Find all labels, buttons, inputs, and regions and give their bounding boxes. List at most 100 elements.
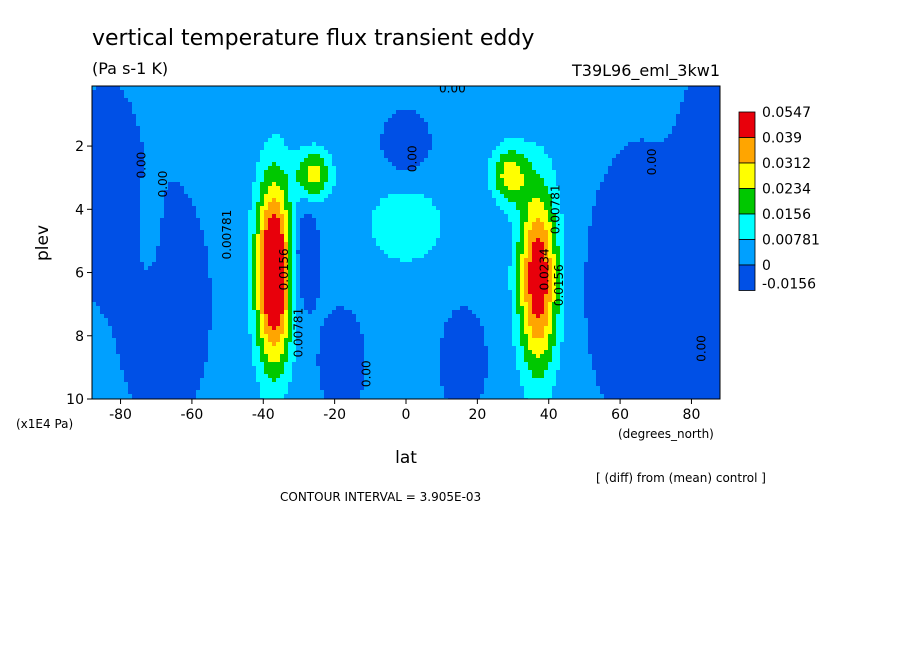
contour-cell [272,174,277,179]
contour-cell [468,90,473,95]
contour-cell [204,86,209,91]
contour-cell [352,138,357,143]
contour-cell [644,174,649,179]
contour-cell [232,198,237,203]
contour-cell [96,170,101,175]
contour-cell [540,194,545,199]
contour-cell [508,142,513,147]
contour-cell [212,102,217,107]
contour-cell [576,194,581,199]
contour-cell [440,86,445,91]
contour-cell [464,194,469,199]
contour-cell [708,146,713,151]
contour-cell [472,146,477,151]
contour-cell [620,130,625,135]
contour-cell [464,122,469,127]
contour-cell [188,122,193,127]
contour-cell [332,86,337,91]
contour-cell [96,118,101,123]
contour-cell [464,206,469,211]
contour-cell [660,194,665,199]
contour-cell [428,170,433,175]
contour-cell [160,130,165,135]
contour-cell [432,126,437,131]
contour-cell [292,86,297,91]
contour-cell [344,98,349,103]
contour-cell [464,202,469,207]
contour-cell [500,110,505,115]
contour-cell [540,158,545,163]
contour-cell [512,118,517,123]
contour-cell [304,198,309,203]
contour-cell [552,118,557,123]
contour-cell [120,110,125,115]
contour-cell [504,190,509,195]
contour-cell [160,158,165,163]
contour-cell [132,162,137,167]
contour-cell [544,106,549,111]
contour-cell [596,134,601,139]
contour-cell [296,110,301,115]
contour-cell [472,114,477,119]
contour-cell [236,90,241,95]
contour-cell [468,170,473,175]
contour-cell [164,122,169,127]
contour-cell [616,122,621,127]
contour-cell [284,146,289,151]
contour-cell [296,206,301,211]
contour-cell [280,210,285,215]
contour-cell [316,114,321,119]
contour-cell [412,166,417,171]
contour-cell [232,102,237,107]
contour-cell [96,190,101,195]
contour-cell [672,190,677,195]
contour-cell [484,106,489,111]
contour-cell [140,118,145,123]
contour-cell [620,126,625,131]
contour-cell [192,90,197,95]
contour-cell [332,142,337,147]
contour-cell [456,166,461,171]
contour-cell [116,206,121,211]
contour-cell [668,110,673,115]
contour-cell [512,166,517,171]
contour-cell [304,122,309,127]
contour-cell [196,194,201,199]
contour-cell [648,114,653,119]
contour-cell [304,134,309,139]
contour-cell [120,142,125,147]
contour-cell [672,178,677,183]
contour-cell [488,178,493,183]
contour-cell [692,170,697,175]
contour-cell [696,134,701,139]
contour-cell [432,190,437,195]
contour-cell [520,126,525,131]
contour-cell [308,118,313,123]
contour-cell [456,122,461,127]
contour-cell [240,162,245,167]
contour-cell [180,134,185,139]
contour-cell [196,138,201,143]
contour-cell [208,182,213,187]
contour-cell [436,158,441,163]
contour-cell [624,162,629,167]
contour-cell [512,206,517,211]
contour-cell [620,134,625,139]
contour-cell [436,206,441,211]
contour-cell [160,166,165,171]
contour-cell [316,122,321,127]
contour-cell [248,86,253,91]
contour-cell [420,158,425,163]
contour-cell [588,178,593,183]
contour-cell [380,126,385,131]
contour-cell [316,86,321,91]
contour-cell [164,134,169,139]
contour-cell [224,90,229,95]
contour-cell [596,122,601,127]
contour-cell [652,106,657,111]
contour-cell [532,142,537,147]
contour-cell [144,118,149,123]
contour-cell [216,126,221,131]
contour-cell [324,182,329,187]
contour-cell [452,90,457,95]
